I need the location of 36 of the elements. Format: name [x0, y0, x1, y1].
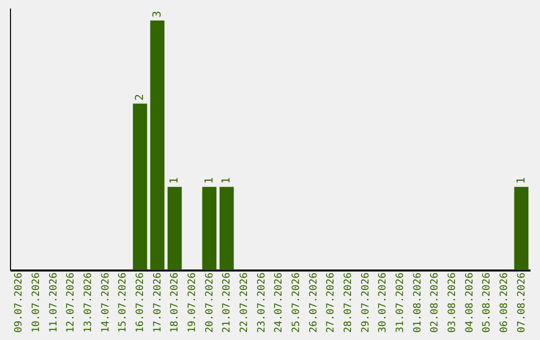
x-tick-label: 09.07.2026: [14, 272, 25, 333]
x-tick-label: 10.07.2026: [31, 272, 42, 333]
x-tick-label: 23.07.2026: [256, 272, 268, 333]
x-tick-label: 27.07.2026: [326, 272, 337, 333]
x-tick-label: 12.07.2026: [66, 272, 77, 333]
x-tick-label: 11.07.2026: [48, 272, 60, 333]
x-tick-label: 30.07.2026: [378, 272, 389, 333]
x-tick-label: 03.08.2026: [447, 272, 458, 333]
x-tick-label: 16.07.2026: [135, 272, 146, 333]
x-tick-label: 21.07.2026: [222, 272, 233, 333]
x-tick-label: 01.08.2026: [412, 272, 424, 333]
x-tick-label: 19.07.2026: [187, 272, 198, 333]
data-label: 1: [202, 177, 216, 184]
x-tick-label: 07.08.2026: [516, 272, 528, 333]
x-tick-label: 02.08.2026: [430, 272, 441, 333]
x-tick-label: 15.07.2026: [118, 272, 129, 333]
x-tick-label: 25.07.2026: [291, 272, 302, 333]
x-tick-label: 17.07.2026: [152, 272, 164, 333]
x-tick-label: 20.07.2026: [204, 272, 216, 333]
x-tick-label: 18.07.2026: [170, 272, 181, 333]
x-tick-label: 26.07.2026: [308, 272, 320, 333]
x-tick-label: 05.08.2026: [482, 272, 493, 333]
x-tick-label: 14.07.2026: [100, 272, 112, 333]
data-label: 2: [133, 94, 146, 101]
x-tick-label: 22.07.2026: [239, 272, 250, 333]
x-tick-label: 04.08.2026: [464, 272, 476, 333]
data-label: 1: [168, 177, 181, 184]
x-tick-label: 29.07.2026: [360, 272, 372, 333]
x-tick-label: 06.08.2026: [499, 272, 510, 333]
data-label: 1: [220, 177, 233, 184]
data-label: 3: [150, 10, 164, 18]
x-tick-label: 28.07.2026: [343, 272, 354, 333]
x-tick-label: 24.07.2026: [274, 272, 285, 333]
x-tick-label: 31.07.2026: [395, 272, 406, 333]
x-tick-label: 13.07.2026: [83, 272, 94, 333]
data-label: 1: [514, 177, 528, 184]
